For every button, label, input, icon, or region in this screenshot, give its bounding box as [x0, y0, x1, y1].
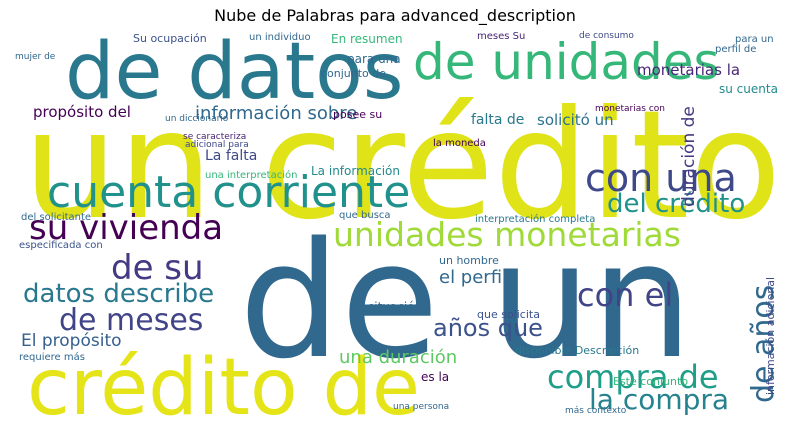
cloud-word: de meses	[59, 303, 204, 338]
cloud-word: monetarias la	[637, 61, 741, 79]
cloud-word: de consumo	[579, 31, 634, 41]
cloud-word: La falta	[205, 148, 258, 164]
cloud-word: conjunto de	[321, 67, 387, 80]
cloud-word: con el	[577, 276, 674, 314]
cloud-word: El propósito	[21, 331, 122, 351]
cloud-word: con una	[585, 156, 737, 200]
cloud-word: La información	[311, 164, 401, 178]
cloud-word: de unidades	[413, 33, 720, 91]
cloud-word: para una	[347, 52, 401, 66]
cloud-word: meses Su	[477, 31, 526, 42]
cloud-word: disponible Descripción	[515, 344, 640, 357]
cloud-word: del crédito	[607, 189, 746, 219]
cloud-word: interpretación completa	[475, 214, 596, 225]
cloud-word: unidades monetarias	[333, 215, 681, 254]
cloud-word: duración de	[679, 106, 699, 207]
cloud-word: propósito del	[33, 103, 131, 121]
cloud-word: se caracteriza	[183, 132, 247, 142]
cloud-word: que busca	[339, 210, 391, 221]
cloud-word: Este conjunto	[613, 375, 689, 388]
cloud-word: una duración	[339, 347, 458, 368]
cloud-word: información adicional	[764, 276, 777, 395]
cloud-word: monetarias con	[595, 104, 665, 114]
cloud-word: para un	[735, 34, 774, 45]
cloud-word: una persona	[393, 402, 450, 412]
cloud-word: su vivienda	[29, 208, 224, 248]
cloud-word: un diccionario	[165, 114, 229, 124]
cloud-word: datos describe	[23, 279, 215, 309]
cloud-word: un crédito	[23, 79, 780, 253]
cloud-word: la compra	[589, 383, 730, 416]
cloud-word: de su	[111, 248, 204, 288]
cloud-word: falta de	[471, 112, 525, 128]
cloud-word: especificada con	[19, 240, 103, 251]
cloud-word: es la	[421, 370, 450, 384]
cloud-word: perfil de	[715, 44, 757, 55]
cloud-word: su cuenta	[719, 82, 778, 96]
cloud-word: compra de	[547, 358, 719, 396]
cloud-word: la moneda	[433, 138, 486, 149]
cloud-word: que solicita	[477, 308, 540, 321]
cloud-word: más contexto	[565, 406, 627, 416]
cloud-word: un individuo	[249, 32, 311, 43]
cloud-word: crédito de	[27, 343, 421, 418]
cloud-word: información sobre	[195, 103, 358, 124]
cloud-word: cuenta corriente	[47, 167, 411, 218]
cloud-word: un hombre	[439, 254, 499, 267]
word-cloud: un crédito de un crédito de de datos de unid…	[9, 31, 780, 418]
cloud-word: Su situación	[349, 300, 423, 314]
chart-title: Nube de Palabras para advanced_descripti…	[214, 6, 576, 25]
cloud-word: solicitó un	[537, 111, 614, 129]
cloud-word: el perfil	[439, 267, 508, 288]
cloud-word: de un	[239, 207, 693, 394]
cloud-word: de datos	[65, 31, 404, 117]
cloud-word: mujer de	[15, 52, 56, 62]
cloud-word: adicional para	[185, 140, 249, 150]
cloud-word: Su ocupación	[133, 32, 207, 45]
cloud-word: posee su	[333, 108, 383, 121]
cloud-word: En resumen	[331, 32, 403, 46]
cloud-word: años que	[433, 314, 543, 342]
cloud-word: requiere más	[19, 352, 85, 363]
cloud-word: una interpretación	[205, 170, 298, 181]
cloud-word: del solicitante	[21, 212, 92, 223]
